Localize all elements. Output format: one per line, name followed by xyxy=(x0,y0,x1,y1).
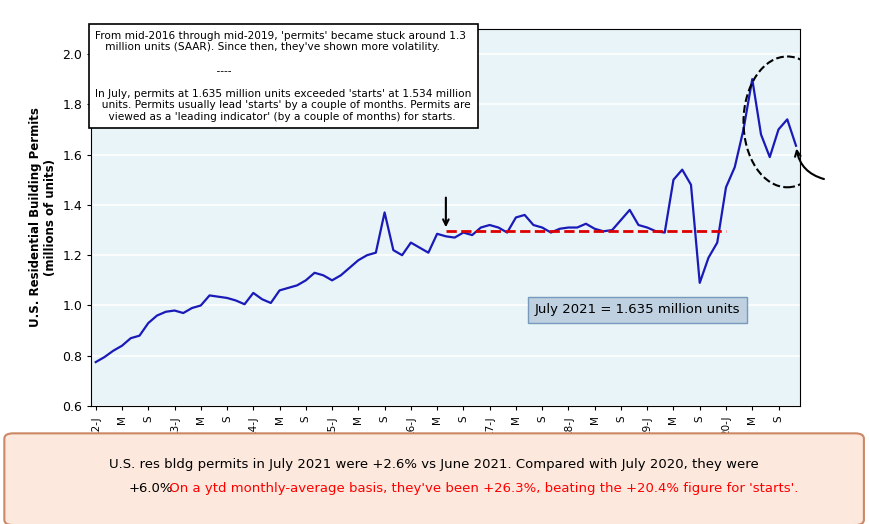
Text: July 2021 = 1.635 million units: July 2021 = 1.635 million units xyxy=(534,303,740,316)
X-axis label: Year and month: Year and month xyxy=(383,447,507,461)
Text: +6.0%.: +6.0%. xyxy=(129,482,177,495)
Text: On a ytd monthly-average basis, they've been +26.3%, beating the +20.4% figure f: On a ytd monthly-average basis, they've … xyxy=(165,482,798,495)
Text: From mid-2016 through mid-2019, 'permits' became stuck around 1.3
   million uni: From mid-2016 through mid-2019, 'permits… xyxy=(95,31,471,122)
Text: U.S. res bldg permits in July 2021 were +2.6% vs June 2021. Compared with July 2: U.S. res bldg permits in July 2021 were … xyxy=(109,458,758,471)
Y-axis label: U.S. Residential Building Permits
(millions of units): U.S. Residential Building Permits (milli… xyxy=(29,107,56,328)
